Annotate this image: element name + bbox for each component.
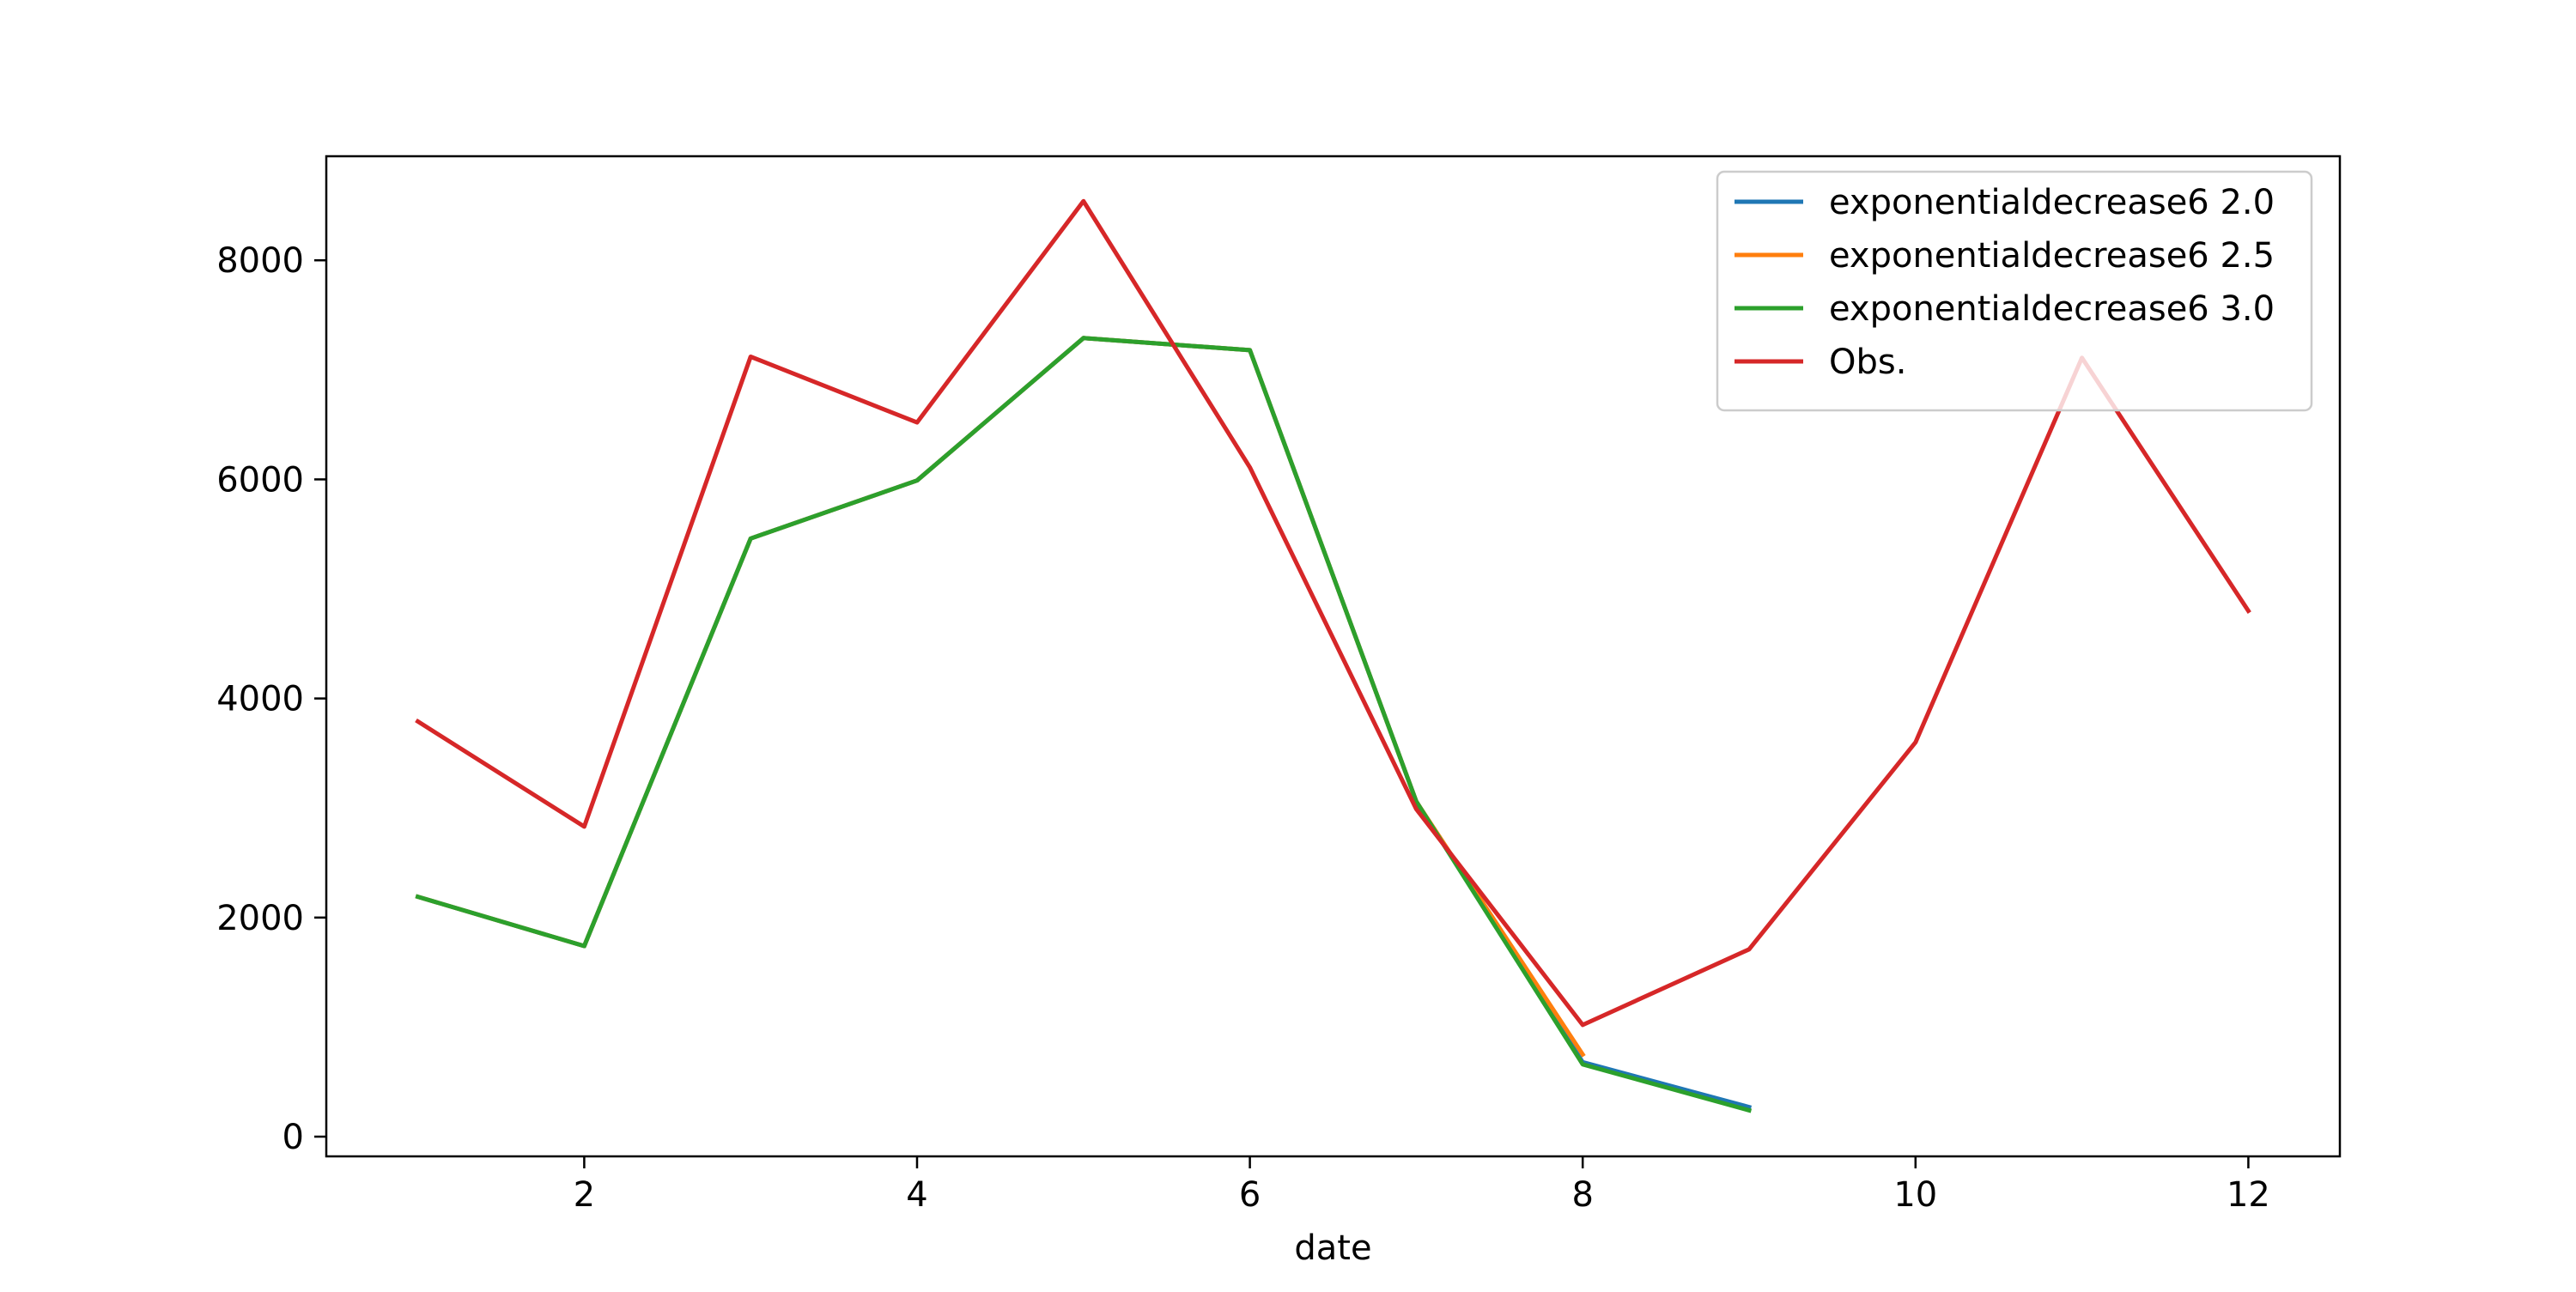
x-tick-label: 8 [1571,1175,1593,1215]
y-tick-label: 0 [283,1118,304,1157]
x-tick-label: 2 [574,1175,595,1215]
legend-entry: exponentialdecrease6 2.0 [1829,183,2275,222]
legend-entry: exponentialdecrease6 2.5 [1829,236,2275,276]
legend-entry: Obs. [1829,343,1906,382]
y-tick-label: 8000 [216,241,304,281]
y-tick-label: 2000 [216,899,304,938]
series-line-3 [415,336,1753,1113]
x-tick-label: 12 [2227,1175,2270,1215]
legend-entry: exponentialdecrease6 3.0 [1829,289,2275,329]
series-layer [415,198,2251,1113]
x-tick-label: 4 [906,1175,927,1215]
series-line-4 [415,198,2251,1028]
x-axis: 2 4 6 8 10 12 [574,1156,2270,1215]
axes-frame [325,155,2342,1158]
y-tick-label: 6000 [216,460,304,500]
x-tick-label: 10 [1893,1175,1937,1215]
legend: exponentialdecrease6 2.0 exponentialdecre… [1716,170,2313,412]
x-axis-label: date [1294,1228,1371,1268]
legend-box [1716,170,2313,412]
x-tick-label: 6 [1239,1175,1261,1215]
y-axis: 0 2000 4000 6000 8000 [216,241,326,1157]
y-tick-label: 4000 [216,680,304,719]
